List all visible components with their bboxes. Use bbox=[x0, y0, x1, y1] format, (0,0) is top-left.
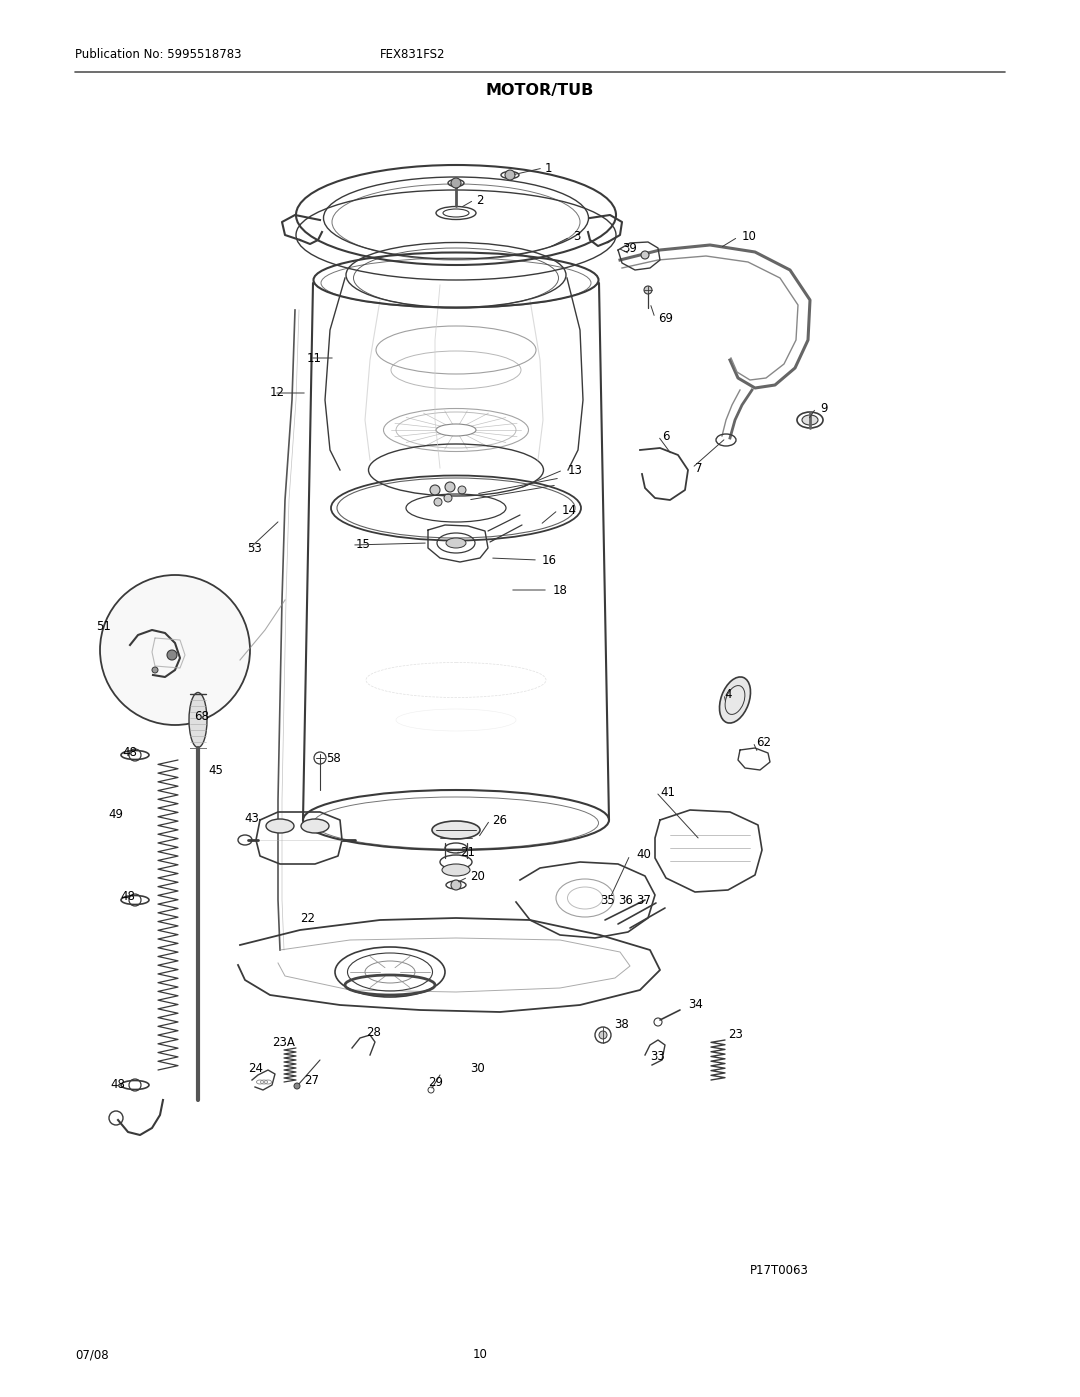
Circle shape bbox=[599, 1031, 607, 1039]
Text: 27: 27 bbox=[303, 1073, 319, 1087]
Text: MOTOR/TUB: MOTOR/TUB bbox=[486, 82, 594, 98]
Text: 48: 48 bbox=[120, 890, 135, 902]
Ellipse shape bbox=[802, 415, 818, 425]
Ellipse shape bbox=[432, 821, 480, 840]
Text: 24: 24 bbox=[248, 1062, 264, 1074]
Ellipse shape bbox=[446, 538, 465, 548]
Text: 11: 11 bbox=[307, 352, 322, 365]
Text: 2: 2 bbox=[476, 194, 484, 207]
Text: 34: 34 bbox=[688, 997, 703, 1010]
Text: 36: 36 bbox=[618, 894, 633, 907]
Text: 33: 33 bbox=[650, 1049, 665, 1063]
Text: 23: 23 bbox=[728, 1028, 743, 1041]
Text: 26: 26 bbox=[492, 813, 507, 827]
Text: 37: 37 bbox=[636, 894, 651, 907]
Circle shape bbox=[445, 482, 455, 492]
Text: 07/08: 07/08 bbox=[75, 1348, 109, 1362]
Ellipse shape bbox=[442, 863, 470, 876]
Text: 48: 48 bbox=[122, 746, 137, 759]
Ellipse shape bbox=[301, 819, 329, 833]
Text: 62: 62 bbox=[756, 735, 771, 749]
Text: 9: 9 bbox=[820, 401, 827, 415]
Text: 6: 6 bbox=[662, 429, 670, 443]
Text: P17T0063: P17T0063 bbox=[750, 1263, 809, 1277]
Text: 69: 69 bbox=[658, 312, 673, 324]
Text: FEX831FS2: FEX831FS2 bbox=[380, 49, 446, 61]
Text: 22: 22 bbox=[300, 911, 315, 925]
Circle shape bbox=[451, 880, 461, 890]
Text: 35: 35 bbox=[600, 894, 615, 907]
Text: 40: 40 bbox=[636, 848, 651, 862]
Text: 29: 29 bbox=[428, 1076, 443, 1088]
Text: 68: 68 bbox=[194, 710, 208, 722]
Circle shape bbox=[167, 650, 177, 659]
Circle shape bbox=[642, 251, 649, 258]
Text: 21: 21 bbox=[460, 845, 475, 859]
Circle shape bbox=[294, 1083, 300, 1090]
Ellipse shape bbox=[719, 678, 751, 724]
Text: 49: 49 bbox=[108, 809, 123, 821]
Text: 58: 58 bbox=[326, 752, 341, 764]
Circle shape bbox=[505, 170, 515, 180]
Circle shape bbox=[644, 286, 652, 293]
Circle shape bbox=[458, 486, 465, 495]
Text: 14: 14 bbox=[562, 503, 577, 517]
Text: 41: 41 bbox=[660, 785, 675, 799]
Text: 20: 20 bbox=[470, 870, 485, 883]
Text: 10: 10 bbox=[742, 231, 757, 243]
Text: Publication No: 5995518783: Publication No: 5995518783 bbox=[75, 49, 242, 61]
Text: 48: 48 bbox=[110, 1078, 125, 1091]
Text: 53: 53 bbox=[247, 542, 261, 555]
Circle shape bbox=[444, 495, 453, 502]
Ellipse shape bbox=[189, 693, 207, 747]
Text: 13: 13 bbox=[568, 464, 583, 476]
Text: 4: 4 bbox=[724, 687, 731, 700]
Text: 1: 1 bbox=[545, 162, 553, 175]
Text: 12: 12 bbox=[270, 387, 285, 400]
Text: 18: 18 bbox=[553, 584, 568, 597]
Ellipse shape bbox=[266, 819, 294, 833]
Text: 23A: 23A bbox=[272, 1035, 295, 1049]
Text: 30: 30 bbox=[470, 1062, 485, 1074]
Text: 43: 43 bbox=[244, 812, 259, 824]
Text: 51: 51 bbox=[96, 619, 111, 633]
Text: 39: 39 bbox=[622, 242, 637, 254]
Circle shape bbox=[451, 177, 461, 189]
Text: 15: 15 bbox=[356, 538, 370, 552]
Circle shape bbox=[430, 485, 440, 495]
Text: 7: 7 bbox=[696, 461, 702, 475]
Text: 16: 16 bbox=[542, 553, 557, 567]
Text: 38: 38 bbox=[615, 1018, 629, 1031]
Text: 28: 28 bbox=[366, 1025, 381, 1038]
Text: 10: 10 bbox=[473, 1348, 487, 1362]
Circle shape bbox=[100, 576, 249, 725]
Text: 45: 45 bbox=[208, 764, 222, 777]
Circle shape bbox=[152, 666, 158, 673]
Text: 3: 3 bbox=[573, 231, 580, 243]
Circle shape bbox=[434, 497, 442, 506]
